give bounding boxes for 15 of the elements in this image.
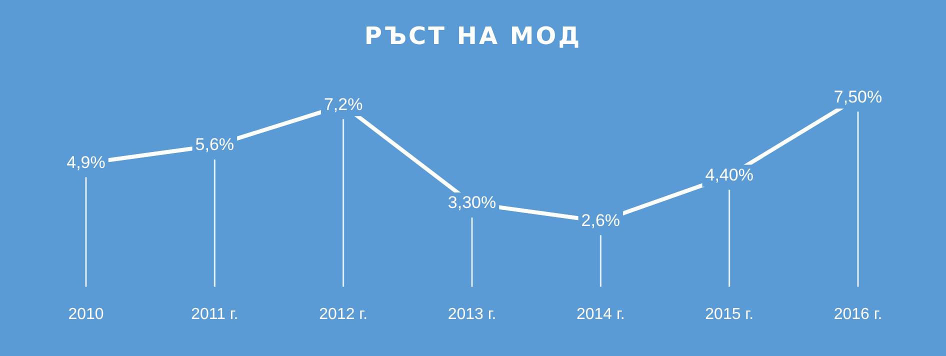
data-label: 7,50% xyxy=(834,87,882,106)
data-label: 5,6% xyxy=(195,135,234,154)
x-tick-label: 2010 xyxy=(68,306,104,323)
x-tick-label: 2013 г. xyxy=(448,306,496,323)
x-tick-label: 2014 г. xyxy=(576,306,625,323)
data-label: 4,9% xyxy=(66,152,106,172)
x-tick-label: 2016 г. xyxy=(834,306,882,323)
x-tick-label: 2011 г. xyxy=(191,306,238,323)
data-label: 3,30% xyxy=(448,193,496,212)
x-tick-label: 2015 г. xyxy=(705,306,754,323)
data-label: 2,6% xyxy=(581,210,620,230)
chart-title: РЪСТ НА МОД xyxy=(363,22,583,50)
data-label: 7,2% xyxy=(324,94,363,114)
data-label: 4,40% xyxy=(705,165,754,184)
x-tick-label: 2012 г. xyxy=(319,306,368,323)
